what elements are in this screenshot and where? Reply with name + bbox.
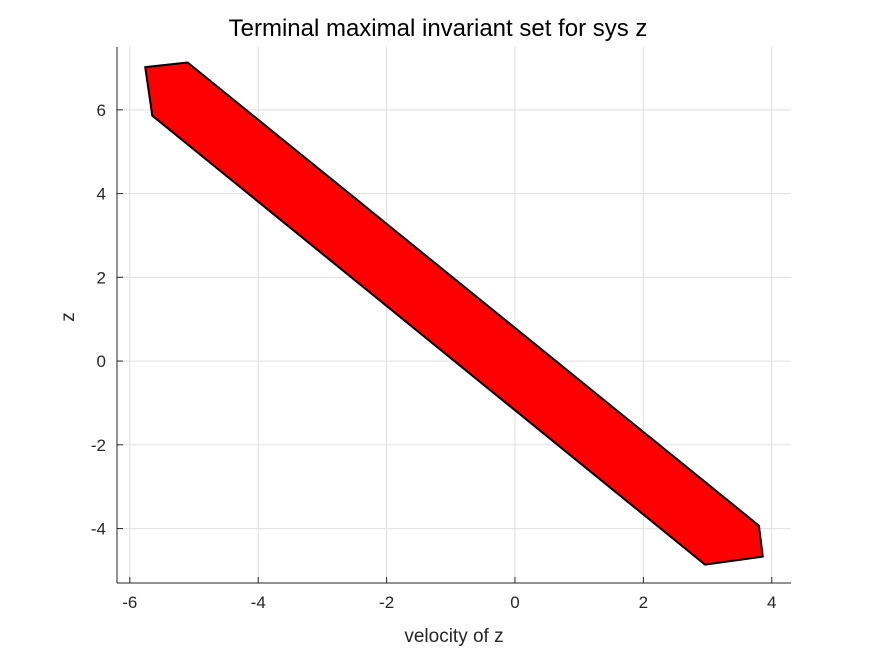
x-tick-label: 2 bbox=[639, 593, 648, 612]
y-tick-label: 2 bbox=[97, 268, 106, 287]
x-tick-label: -2 bbox=[379, 593, 394, 612]
x-axis-title: velocity of z bbox=[404, 626, 503, 647]
axes: -6 -4 -2 0 2 4 -4 -2 0 2 4 6 bbox=[91, 47, 791, 612]
chart-title: Terminal maximal invariant set for sys z bbox=[229, 15, 648, 42]
y-tick-label: 0 bbox=[97, 352, 106, 371]
y-axis-title: z bbox=[58, 312, 79, 322]
y-tick-label: 6 bbox=[97, 101, 106, 120]
y-tick-label: -4 bbox=[91, 520, 106, 539]
data-layer bbox=[144, 61, 764, 566]
y-tick-label: -2 bbox=[91, 436, 106, 455]
x-tick-label: -6 bbox=[122, 593, 137, 612]
x-tick-label: -4 bbox=[251, 593, 266, 612]
plot-area: -6 -4 -2 0 2 4 -4 -2 0 2 4 6 bbox=[91, 47, 791, 612]
x-tick-label: 4 bbox=[767, 593, 776, 612]
invariant-set-polygon bbox=[144, 61, 764, 566]
y-tick-label: 4 bbox=[97, 185, 106, 204]
x-tick-label: 0 bbox=[510, 593, 519, 612]
